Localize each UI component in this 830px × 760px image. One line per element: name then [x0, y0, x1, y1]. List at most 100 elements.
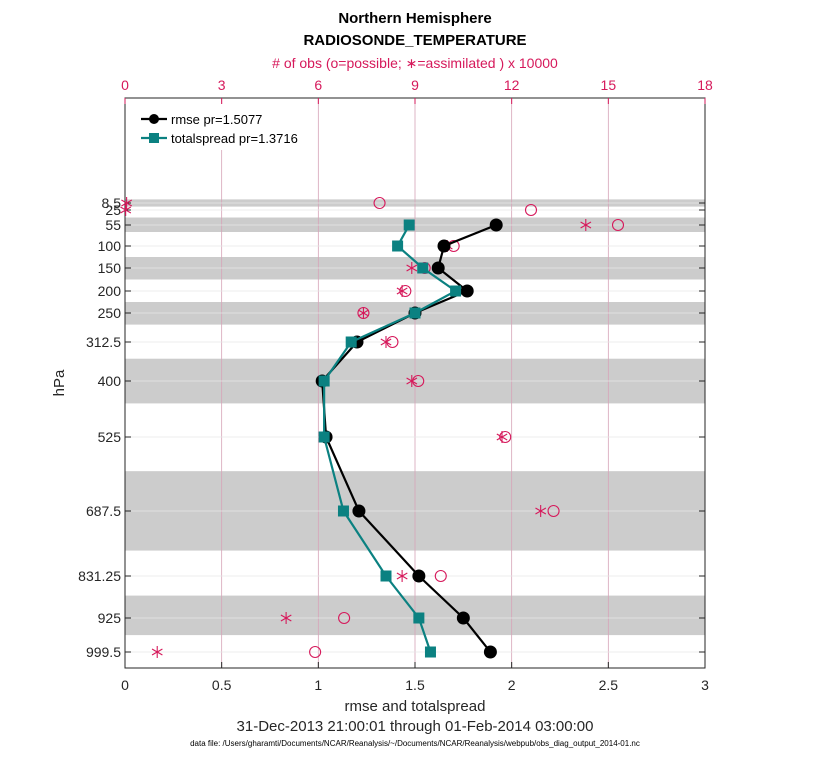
obs-assimilated-marker [120, 204, 132, 216]
top-tick-label: 12 [504, 77, 520, 93]
top-tick-label: 15 [601, 77, 617, 93]
spread-point [318, 431, 330, 443]
obs-assimilated-stroke [280, 614, 292, 622]
legend-rmse-marker [149, 114, 159, 124]
obs-assimilated-marker [406, 262, 418, 274]
obs-assimilated-stroke [406, 264, 418, 272]
spread-point [450, 285, 462, 297]
y-tick-label: 925 [98, 610, 122, 626]
y-tick-label: 525 [98, 429, 122, 445]
date-range: 31-Dec-2013 21:00:01 through 01-Feb-2014… [237, 718, 594, 735]
obs-assimilated-marker [580, 219, 592, 231]
y-axis-label: hPa [51, 369, 68, 396]
rmse-point [437, 239, 451, 253]
obs-possible-marker [499, 430, 512, 444]
legend-box [133, 104, 313, 150]
top-axis-ticks: 0 3 6 9 12 15 18 [121, 77, 713, 104]
level-grid-lines [125, 202, 705, 653]
obs-assimilated-marker [396, 285, 408, 297]
obs-assimilated-stroke [151, 648, 163, 656]
obs-possible-marker [524, 203, 538, 217]
obs-assimilated-stroke [357, 309, 369, 317]
chart-title: Northern Hemisphere [338, 10, 491, 27]
obs-possible-marker [611, 218, 625, 232]
data-file-note: data file: /Users/gharamti/Documents/NCA… [190, 739, 640, 748]
x-tick-label: 1 [314, 677, 322, 693]
obs-assimilated-stroke [406, 377, 418, 385]
spread-point [413, 612, 425, 624]
spread-point [424, 646, 436, 658]
rmse-point [412, 569, 426, 583]
y-tick-label: 312.5 [86, 334, 121, 350]
obs-possible-marker [309, 645, 322, 659]
x-tick-label: 2 [508, 677, 516, 693]
y-tick-label: 150 [98, 260, 122, 276]
rmse-point [352, 504, 366, 518]
obs-assimilated-marker [535, 505, 547, 517]
legend: rmse pr=1.5077 totalspread pr=1.3716 [133, 104, 313, 150]
obs-possible-marker [399, 284, 412, 298]
obs-possible-marker [547, 504, 560, 518]
obs-assimilated-stroke [535, 507, 547, 515]
obs-assimilated-stroke [120, 206, 132, 214]
x-tick-label: 2.5 [599, 677, 619, 693]
spread-point [345, 336, 357, 348]
top-tick-label: 3 [218, 77, 226, 93]
obs-markers [120, 196, 625, 659]
top-tick-label: 9 [411, 77, 419, 93]
obs-assimilated-marker [357, 307, 369, 319]
x-tick-label: 0 [121, 677, 129, 693]
spread-point [417, 262, 429, 274]
obs-assimilated-stroke [121, 199, 133, 207]
legend-spread-label: totalspread pr=1.3716 [171, 131, 298, 146]
obs-possible-marker [434, 569, 447, 583]
x-axis-label: rmse and totalspread [345, 698, 486, 715]
top-tick-label: 18 [697, 77, 713, 93]
obs-assimilated-marker [396, 570, 408, 582]
y-tick-label: 831.25 [78, 568, 121, 584]
y-tick-label: 250 [98, 305, 122, 321]
obs-possible-marker [373, 196, 386, 210]
top-tick-label: 0 [121, 77, 129, 93]
spread-point [337, 505, 349, 517]
spread-point [409, 307, 421, 319]
rmse-point [483, 645, 497, 659]
x-tick-label: 0.5 [212, 677, 232, 693]
y-tick-label: 400 [98, 373, 122, 389]
y-tick-label: 200 [98, 283, 122, 299]
y-tick-label: 687.5 [86, 503, 121, 519]
y-tick-label: 25 [105, 202, 121, 218]
series-line-1 [323, 224, 458, 653]
obs-assimilated-marker [406, 375, 418, 387]
rmse-point [456, 611, 470, 625]
y-tick-label: 999.5 [86, 644, 121, 660]
y-tick-label: 8.5 [102, 195, 122, 211]
obs-assimilated-marker [121, 197, 133, 209]
rmse-point [489, 218, 503, 232]
obs-assimilated-stroke [396, 287, 408, 295]
x-axis-ticks: 0 0.5 1 1.5 2 2.5 3 [121, 662, 709, 693]
y-tick-label: 55 [105, 217, 121, 233]
chart-subtitle: RADIOSONDE_TEMPERATURE [303, 32, 526, 49]
rmse-point [460, 284, 474, 298]
spread-point [392, 240, 404, 252]
spread-point [380, 570, 392, 582]
x-tick-label: 1.5 [405, 677, 425, 693]
legend-spread-marker [149, 133, 159, 143]
rmse-point [431, 261, 445, 275]
obs-assimilated-marker [151, 646, 163, 658]
obs-assimilated-marker [380, 336, 392, 348]
x-tick-label: 3 [701, 677, 709, 693]
obs-assimilated-marker [496, 431, 508, 443]
spread-point [318, 375, 330, 387]
obs-assimilated-stroke [580, 221, 592, 229]
obs-assimilated-marker [280, 612, 292, 624]
spread-point [403, 219, 415, 231]
obs-possible-marker [338, 611, 351, 625]
obs-assimilated-stroke [396, 572, 408, 580]
obs-assimilated-stroke [380, 338, 392, 346]
top-tick-label: 6 [314, 77, 322, 93]
top-axis-label: # of obs (o=possible; ∗=assimilated ) x … [272, 55, 558, 71]
